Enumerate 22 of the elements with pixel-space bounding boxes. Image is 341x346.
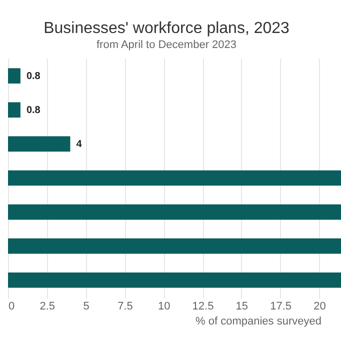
x-tick-label: 10 bbox=[158, 300, 170, 312]
bar bbox=[8, 170, 341, 186]
bar bbox=[8, 68, 20, 84]
bar bbox=[8, 272, 341, 288]
x-tick-label: 17.5 bbox=[270, 300, 292, 312]
x-tick-label: 12.5 bbox=[192, 300, 214, 312]
data-label: 0.8 bbox=[26, 104, 41, 116]
bar bbox=[8, 102, 20, 118]
x-tick-label: 20 bbox=[314, 300, 326, 312]
x-tick-label: 0 bbox=[8, 300, 15, 312]
x-tick-label: 2.5 bbox=[40, 300, 56, 312]
bar bbox=[8, 136, 70, 152]
x-tick-label: 15 bbox=[236, 300, 248, 312]
chart-title: Businesses' workforce plans, 2023 bbox=[44, 20, 290, 37]
bar bbox=[8, 238, 341, 254]
chart-subtitle: from April to December 2023 bbox=[96, 39, 237, 51]
x-axis-title: % of companies surveyed bbox=[196, 316, 322, 328]
x-tick-label: 7.5 bbox=[118, 300, 133, 312]
data-label: 4 bbox=[76, 138, 82, 150]
x-tick-label: 5 bbox=[83, 300, 90, 312]
bar bbox=[8, 204, 341, 220]
data-label: 0.8 bbox=[26, 70, 41, 82]
